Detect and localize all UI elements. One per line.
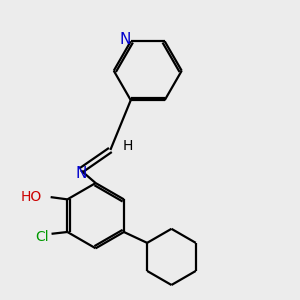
Text: Cl: Cl [36, 230, 49, 244]
Text: HO: HO [20, 190, 42, 204]
Text: N: N [75, 167, 87, 182]
Text: H: H [122, 140, 133, 153]
Text: N: N [119, 32, 130, 46]
